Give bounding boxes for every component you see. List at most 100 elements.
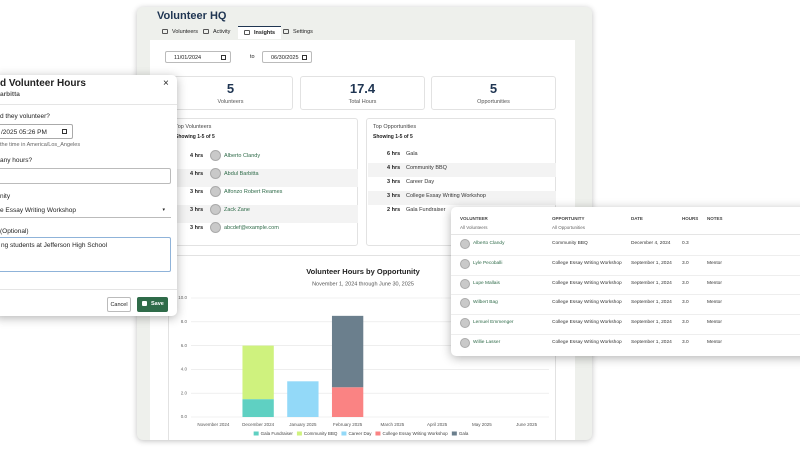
row-name[interactable]: Alberto Clandy: [224, 153, 261, 159]
hours-input[interactable]: [0, 168, 171, 184]
row-hours: 3 hrs: [190, 189, 204, 195]
stat-value: 17.4: [349, 81, 376, 96]
cell[interactable]: Wilbert Bag: [473, 300, 498, 306]
row-hours: 4 hrs: [190, 171, 204, 177]
cell: College Essay Writing Workshop: [552, 260, 622, 266]
row-name: Gala Fundraiser: [406, 207, 446, 213]
cell: September 1, 2024: [631, 340, 672, 345]
modal-title: d Volunteer Hours: [0, 78, 86, 89]
avatar: [210, 222, 221, 233]
x-tick-label: November 2024: [197, 422, 230, 427]
legend-swatch: [296, 431, 302, 436]
legend-swatch: [375, 431, 381, 436]
chart-subtitle: November 1, 2024 through June 30, 2025: [312, 281, 414, 287]
modal-divider: [0, 104, 177, 105]
legend-label: Community BBQ: [304, 431, 338, 436]
row-name[interactable]: Abdul Barbitta: [224, 171, 259, 177]
avatar: [210, 186, 221, 197]
tab[interactable]: Settings: [277, 26, 319, 39]
x-tick-label: May 2025: [472, 422, 492, 427]
column-header[interactable]: VOLUNTEER: [460, 216, 488, 221]
row-hours: 2 hrs: [387, 207, 401, 213]
cell: College Essay Writing Workshop: [552, 280, 622, 286]
cell: 0.3: [682, 241, 689, 246]
row-stripe: [368, 163, 556, 177]
cancel-button[interactable]: Cancel: [107, 297, 131, 312]
legend-label: Gala Fundraiser: [261, 431, 294, 436]
list-title: Top Volunteers: [175, 124, 212, 130]
row-hours: 4 hrs: [190, 153, 204, 159]
row-hours: 4 hrs: [387, 165, 401, 171]
legend-label: Career Day: [348, 431, 372, 436]
column-filter[interactable]: All Volunteers: [460, 225, 488, 230]
column-header[interactable]: DATE: [631, 216, 643, 221]
tab[interactable]: Activity: [197, 26, 236, 39]
bar-segment: [331, 387, 364, 417]
modal-subtitle: arbitta: [0, 91, 20, 98]
cell[interactable]: Lemuel Emmenger: [473, 320, 514, 326]
field-label: (Optional): [0, 228, 29, 235]
row-divider: [451, 334, 800, 335]
legend-label: Gala: [459, 431, 469, 436]
column-header[interactable]: OPPORTUNITY: [552, 216, 585, 221]
list-title: Top Opportunities: [373, 124, 417, 130]
field-label: d they volunteer?: [0, 113, 50, 120]
x-tick-label: December 2024: [242, 422, 275, 427]
tab[interactable]: Volunteers: [156, 26, 204, 39]
cell: Mentor: [707, 340, 722, 345]
date-input[interactable]: 06/30/2025: [262, 51, 312, 63]
list-card: Top Volunteers Showing 1-5 of 5 4 hrs Alber…: [168, 118, 358, 246]
notes-textarea[interactable]: ng students at Jefferson High School: [0, 237, 171, 272]
row-divider: [451, 274, 800, 276]
avatar: [460, 258, 470, 269]
cell[interactable]: Lupe Mallais: [473, 280, 500, 286]
legend-label: College Essay Writing Workshop: [382, 431, 448, 436]
row-name[interactable]: abcdef@example.com: [224, 225, 279, 231]
row-name: College Essay Writing Workshop: [406, 193, 486, 199]
cell: 3.0: [682, 340, 689, 345]
bar-segment: [242, 399, 274, 417]
datetime-input[interactable]: /2025 05:26 PM: [0, 124, 73, 139]
x-tick-label: January 2025: [289, 422, 317, 427]
y-tick-label: 0.0: [181, 414, 188, 419]
legend-swatch: [253, 431, 259, 436]
cell[interactable]: Willie Lasser: [473, 340, 501, 345]
cell: 3.0: [682, 320, 689, 326]
x-tick-label: June 2025: [516, 422, 538, 427]
avatar: [460, 239, 470, 249]
separator: to: [250, 54, 255, 60]
tab-icon: [203, 29, 209, 34]
cell[interactable]: Alberto Clandy: [473, 241, 505, 246]
opportunity-select[interactable]: e Essay Writing Workshop ▾: [0, 203, 171, 218]
field-label: any hours?: [0, 157, 33, 164]
stat-card: 5 Opportunities: [431, 76, 556, 110]
row-name[interactable]: Zack Zane: [224, 207, 250, 213]
cell: September 1, 2024: [631, 300, 672, 306]
column-header[interactable]: NOTES: [707, 216, 723, 221]
close-button[interactable]: ×: [163, 78, 169, 89]
tab[interactable]: Insights: [238, 26, 282, 39]
stat-value: 5: [226, 81, 235, 96]
date-input[interactable]: 11/01/2024: [165, 51, 231, 63]
tab-icon: [162, 29, 168, 34]
cell: September 1, 2024: [631, 320, 672, 326]
list-card: Top Opportunities Showing 1-5 of 5 6 hrs Ga…: [366, 118, 556, 246]
calendar-icon: [302, 55, 307, 60]
row-divider: [451, 254, 800, 256]
insights-panel: 11/01/2024 to 06/30/2025 5 Volunteers 17.4 Tot…: [150, 40, 575, 440]
cell: College Essay Writing Workshop: [552, 340, 622, 345]
row-stripe: [368, 191, 556, 205]
avatar: [210, 168, 221, 179]
row-divider: [451, 294, 800, 296]
cell: 3.0: [682, 300, 689, 306]
stat-label: Total Hours: [348, 99, 377, 105]
avatar: [460, 278, 470, 289]
legend-swatch: [451, 431, 457, 436]
column-header[interactable]: HOURS: [682, 216, 699, 221]
cell[interactable]: Lyle Pecoballi: [473, 260, 503, 266]
column-filter[interactable]: All Opportunities: [552, 225, 586, 230]
row-name[interactable]: Alfonzo Robert Reames: [224, 189, 283, 195]
save-button[interactable]: Save: [137, 297, 168, 312]
cell: September 1, 2024: [631, 280, 672, 286]
